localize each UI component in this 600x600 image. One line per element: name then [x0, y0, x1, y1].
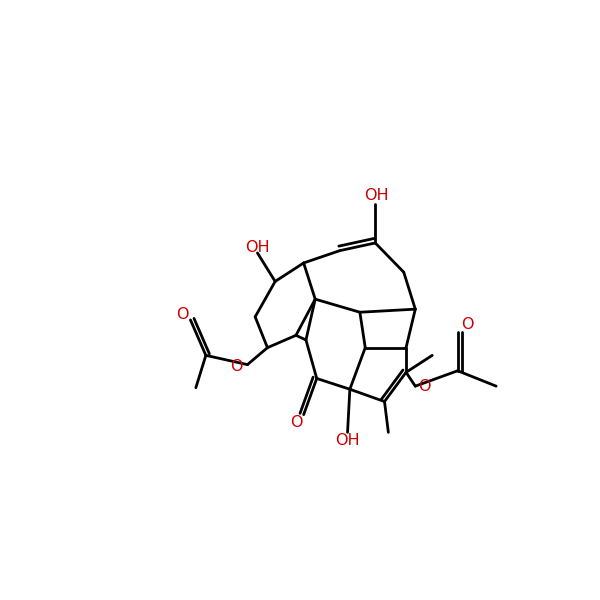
Text: O: O [230, 359, 243, 374]
Text: OH: OH [245, 240, 270, 255]
Text: OH: OH [364, 188, 389, 203]
Text: O: O [176, 307, 189, 322]
Text: OH: OH [335, 433, 360, 448]
Text: O: O [290, 415, 302, 430]
Text: O: O [418, 379, 431, 394]
Text: O: O [461, 317, 474, 332]
